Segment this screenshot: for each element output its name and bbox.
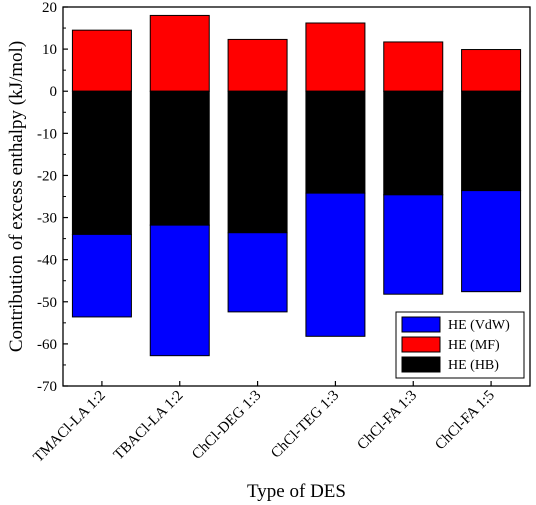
bar-vdw-5	[461, 190, 522, 293]
y-tick-label: 0	[50, 84, 58, 100]
y-tick-label: -10	[37, 126, 57, 142]
bar-mf-5	[461, 49, 522, 92]
bar-hb-5	[461, 90, 522, 192]
bar-vdw-1	[149, 224, 210, 357]
bar-hb-2	[227, 90, 288, 234]
x-tick-label: ChCl-FA 1:5	[432, 388, 498, 454]
bar-vdw-2	[227, 232, 288, 313]
bar-mf-4	[383, 41, 444, 92]
x-tick-label: ChCl-TEG 1:3	[268, 388, 342, 462]
bars-layer	[71, 14, 522, 357]
legend-label: HE (MF)	[448, 338, 500, 353]
y-tick-label: -50	[37, 295, 57, 311]
bar-hb-3	[305, 90, 366, 194]
y-tick-label: -60	[37, 337, 57, 353]
y-tick-label: -40	[37, 253, 57, 269]
bar-mf-1	[149, 14, 210, 92]
legend: HE (VdW) HE (MF) HE (HB)	[395, 311, 525, 379]
y-tick-label: 10	[42, 42, 57, 58]
legend-label: HE (VdW)	[448, 318, 510, 333]
x-axis-title: Type of DES	[247, 481, 346, 502]
y-tick-label: -20	[37, 168, 57, 184]
legend-swatch-0	[401, 316, 441, 333]
y-axis-title: Contribution of excess enthalpy (kJ/mol)	[6, 41, 27, 352]
bar-mf-0	[71, 29, 132, 92]
bar-hb-4	[383, 90, 444, 196]
legend-label: HE (HB)	[448, 358, 499, 373]
x-tick-label: ChCl-DEG 1:3	[189, 388, 264, 463]
bar-vdw-0	[71, 233, 132, 318]
bar-hb-0	[71, 90, 132, 235]
y-tick-label: -70	[37, 379, 57, 395]
bar-mf-2	[227, 38, 288, 92]
bar-mf-3	[305, 22, 366, 92]
x-tick-label: TBACl-LA 1:2	[111, 388, 187, 464]
x-tick-label: TMACl-LA 1:2	[31, 388, 109, 466]
y-tick-label: 20	[42, 0, 57, 16]
legend-swatch-2	[401, 356, 441, 373]
x-tick-label: ChCl-FA 1:3	[354, 388, 420, 454]
bar-vdw-4	[383, 194, 444, 295]
legend-swatch-1	[401, 336, 441, 353]
y-tick-label: -30	[37, 211, 57, 227]
bar-vdw-3	[305, 192, 366, 337]
bar-hb-1	[149, 90, 210, 226]
